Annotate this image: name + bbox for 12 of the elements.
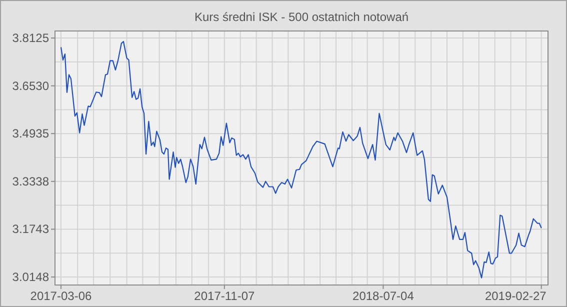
- y-tick-label: 3.3338: [12, 174, 50, 188]
- y-tick-label: 3.1743: [12, 222, 50, 236]
- x-tick-label: 2017-11-07: [194, 289, 255, 303]
- x-tick-label: 2018-07-04: [352, 289, 414, 303]
- y-tick-label: 3.6530: [12, 78, 50, 93]
- x-tick-label: 2019-02-27: [484, 289, 547, 303]
- chart-title: Kurs średni ISK - 500 ostatnich notowań: [194, 10, 409, 24]
- y-tick-label: 3.0148: [12, 270, 50, 284]
- y-tick-label: 3.8125: [12, 31, 50, 46]
- x-tick-label: 2017-03-06: [30, 289, 92, 303]
- y-tick-label: 3.4935: [12, 126, 50, 141]
- line-series: [60, 40, 542, 278]
